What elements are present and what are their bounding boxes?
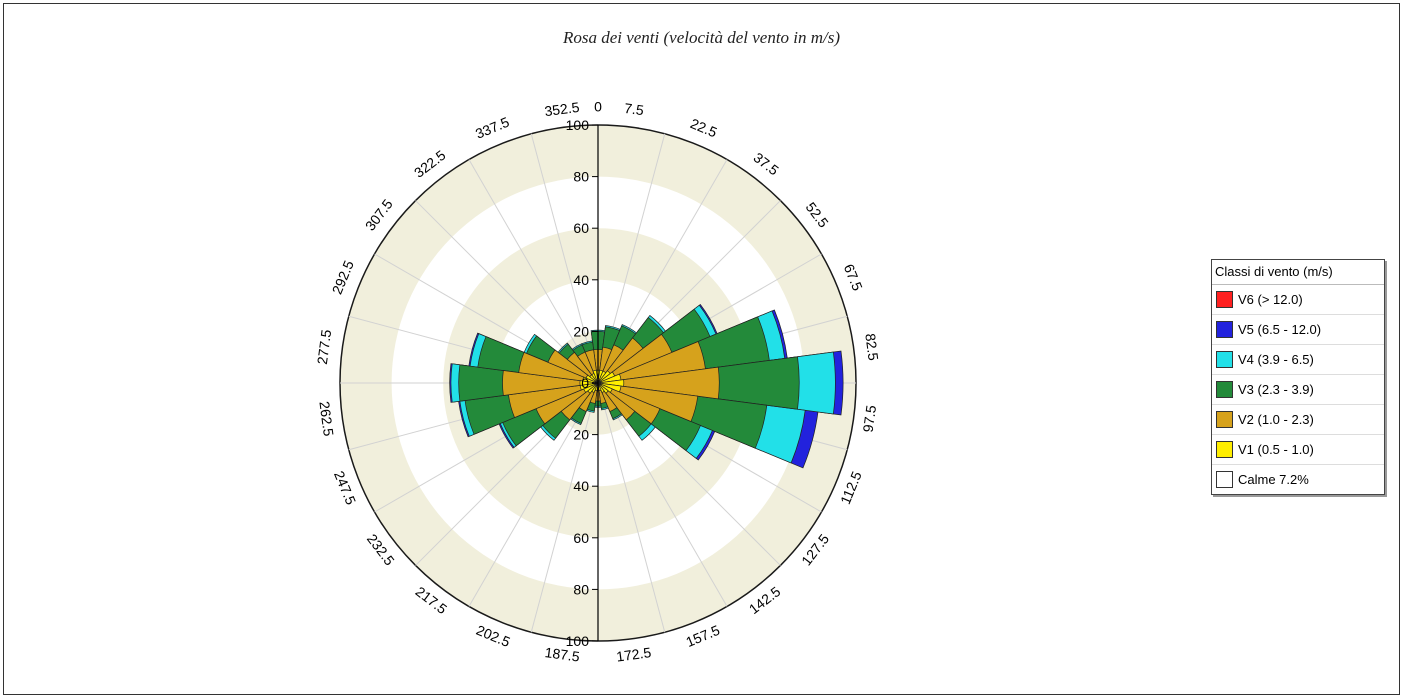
wind-petal	[579, 380, 599, 386]
direction-label: 352.5	[544, 99, 581, 119]
legend-item: V3 (2.3 - 3.9)	[1212, 375, 1384, 405]
wind-petal	[597, 379, 625, 387]
legend-swatch	[1216, 441, 1233, 458]
wind-petal	[502, 370, 599, 396]
radial-tick-label: 40	[573, 478, 589, 494]
legend-label: V4 (3.9 - 6.5)	[1238, 352, 1314, 367]
series-v1	[579, 369, 625, 394]
direction-label: 322.5	[411, 147, 449, 181]
direction-label: 292.5	[329, 258, 357, 297]
legend-label: V2 (1.0 - 2.3)	[1238, 412, 1314, 427]
legend-item: V4 (3.9 - 6.5)	[1212, 345, 1384, 375]
wind-petal	[597, 382, 605, 393]
legend-label: V6 (> 12.0)	[1238, 292, 1303, 307]
direction-gridline	[530, 382, 599, 633]
wind-petal	[597, 382, 661, 425]
radial-tick-label: 40	[573, 272, 589, 288]
legend-swatch	[1216, 351, 1233, 368]
direction-label: 337.5	[473, 114, 512, 142]
direction-label: 82.5	[862, 332, 881, 361]
direction-label: 0	[594, 99, 602, 115]
legend: Classi di vento (m/s) V6 (> 12.0) V5 (6.5…	[1211, 259, 1385, 495]
direction-label: 262.5	[316, 400, 336, 437]
direction-gridline	[597, 382, 728, 607]
direction-label: 202.5	[474, 622, 513, 650]
direction-gridline	[597, 382, 666, 633]
chart-title: Rosa dei venti (velocità del vento in m/…	[562, 28, 841, 47]
legend-label: V5 (6.5 - 12.0)	[1238, 322, 1322, 337]
legend-swatch	[1216, 291, 1233, 308]
direction-gridline	[468, 159, 599, 384]
legend-item: V2 (1.0 - 2.3)	[1212, 405, 1384, 435]
direction-label: 97.5	[860, 404, 879, 433]
direction-label: 157.5	[683, 622, 722, 650]
wind-petal	[597, 366, 720, 400]
legend-item: V1 (0.5 - 1.0)	[1212, 435, 1384, 465]
wind-petal	[597, 382, 609, 394]
legend-item: Calme 7.2%	[1212, 465, 1384, 494]
radial-tick-label: 80	[573, 581, 589, 597]
wind-petal	[518, 351, 599, 384]
direction-label: 7.5	[623, 100, 645, 118]
radial-axis: 0 20 20 40 40 60 60 80 80 100 100	[566, 117, 599, 649]
legend-label: Calme 7.2%	[1238, 472, 1309, 487]
radial-tick-label: 20	[573, 323, 589, 339]
direction-label: 37.5	[751, 149, 783, 178]
direction-label: 172.5	[615, 644, 652, 664]
radial-tick-label: 100	[566, 633, 590, 649]
radial-tick-label: 20	[573, 427, 589, 443]
direction-label: 187.5	[544, 644, 581, 664]
radial-tick-label: 0	[581, 375, 589, 391]
radial-tick-label: 60	[573, 220, 589, 236]
wind-petal	[597, 382, 699, 422]
direction-label: 52.5	[803, 199, 832, 231]
legend-item: V5 (6.5 - 12.0)	[1212, 315, 1384, 345]
legend-label: V1 (0.5 - 1.0)	[1238, 442, 1314, 457]
legend-item: V6 (> 12.0)	[1212, 285, 1384, 315]
direction-label: 307.5	[362, 196, 396, 234]
legend-swatch	[1216, 471, 1233, 488]
direction-label: 67.5	[841, 262, 866, 293]
direction-gridline	[530, 133, 599, 384]
radial-tick-label: 100	[566, 117, 590, 133]
legend-swatch	[1216, 411, 1233, 428]
direction-label: 112.5	[837, 469, 865, 507]
legend-swatch	[1216, 381, 1233, 398]
legend-swatch	[1216, 321, 1233, 338]
direction-label: 22.5	[688, 115, 719, 140]
wind-petal	[547, 349, 599, 384]
radial-tick-label: 60	[573, 530, 589, 546]
radial-tick-label: 80	[573, 169, 589, 185]
legend-title: Classi di vento (m/s)	[1212, 260, 1384, 285]
wind-petal	[566, 351, 599, 384]
legend-label: V3 (2.3 - 3.9)	[1238, 382, 1314, 397]
direction-label: 247.5	[331, 468, 359, 507]
wind-petal	[592, 369, 599, 384]
direction-label: 277.5	[314, 328, 334, 365]
